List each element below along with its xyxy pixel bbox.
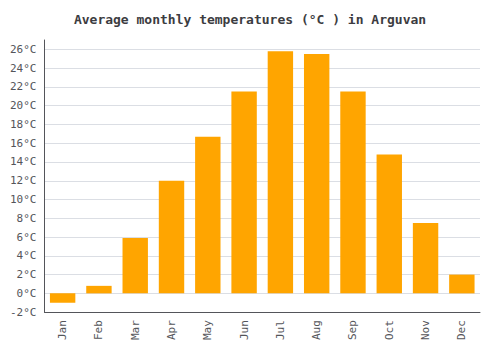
svg-text:Jan: Jan <box>56 320 69 340</box>
svg-text:Apr: Apr <box>165 320 178 340</box>
svg-text:14°C: 14°C <box>10 155 37 168</box>
svg-text:24°C: 24°C <box>10 62 37 75</box>
svg-text:16°C: 16°C <box>10 137 37 150</box>
svg-text:20°C: 20°C <box>10 99 37 112</box>
svg-text:0°C: 0°C <box>17 287 37 300</box>
svg-text:Mar: Mar <box>129 320 142 340</box>
svg-text:2°C: 2°C <box>17 268 37 281</box>
svg-text:22°C: 22°C <box>10 80 37 93</box>
svg-text:4°C: 4°C <box>17 249 37 262</box>
svg-text:Jul: Jul <box>274 320 287 340</box>
svg-text:Average monthly temperatures (: Average monthly temperatures (°C ) in Ar… <box>74 12 426 27</box>
svg-text:Dec: Dec <box>455 320 468 340</box>
svg-text:Aug: Aug <box>310 320 323 340</box>
svg-text:18°C: 18°C <box>10 118 37 131</box>
svg-text:6°C: 6°C <box>17 231 37 244</box>
svg-text:Sep: Sep <box>346 320 359 340</box>
svg-text:8°C: 8°C <box>17 212 37 225</box>
svg-text:-2°C: -2°C <box>10 306 37 319</box>
svg-text:10°C: 10°C <box>10 193 37 206</box>
svg-text:May: May <box>201 320 214 340</box>
svg-text:26°C: 26°C <box>10 43 37 56</box>
svg-text:Jun: Jun <box>238 320 251 340</box>
svg-text:Nov: Nov <box>419 320 432 340</box>
svg-text:Oct: Oct <box>383 320 396 340</box>
svg-text:Feb: Feb <box>92 320 105 340</box>
svg-text:12°C: 12°C <box>10 174 37 187</box>
